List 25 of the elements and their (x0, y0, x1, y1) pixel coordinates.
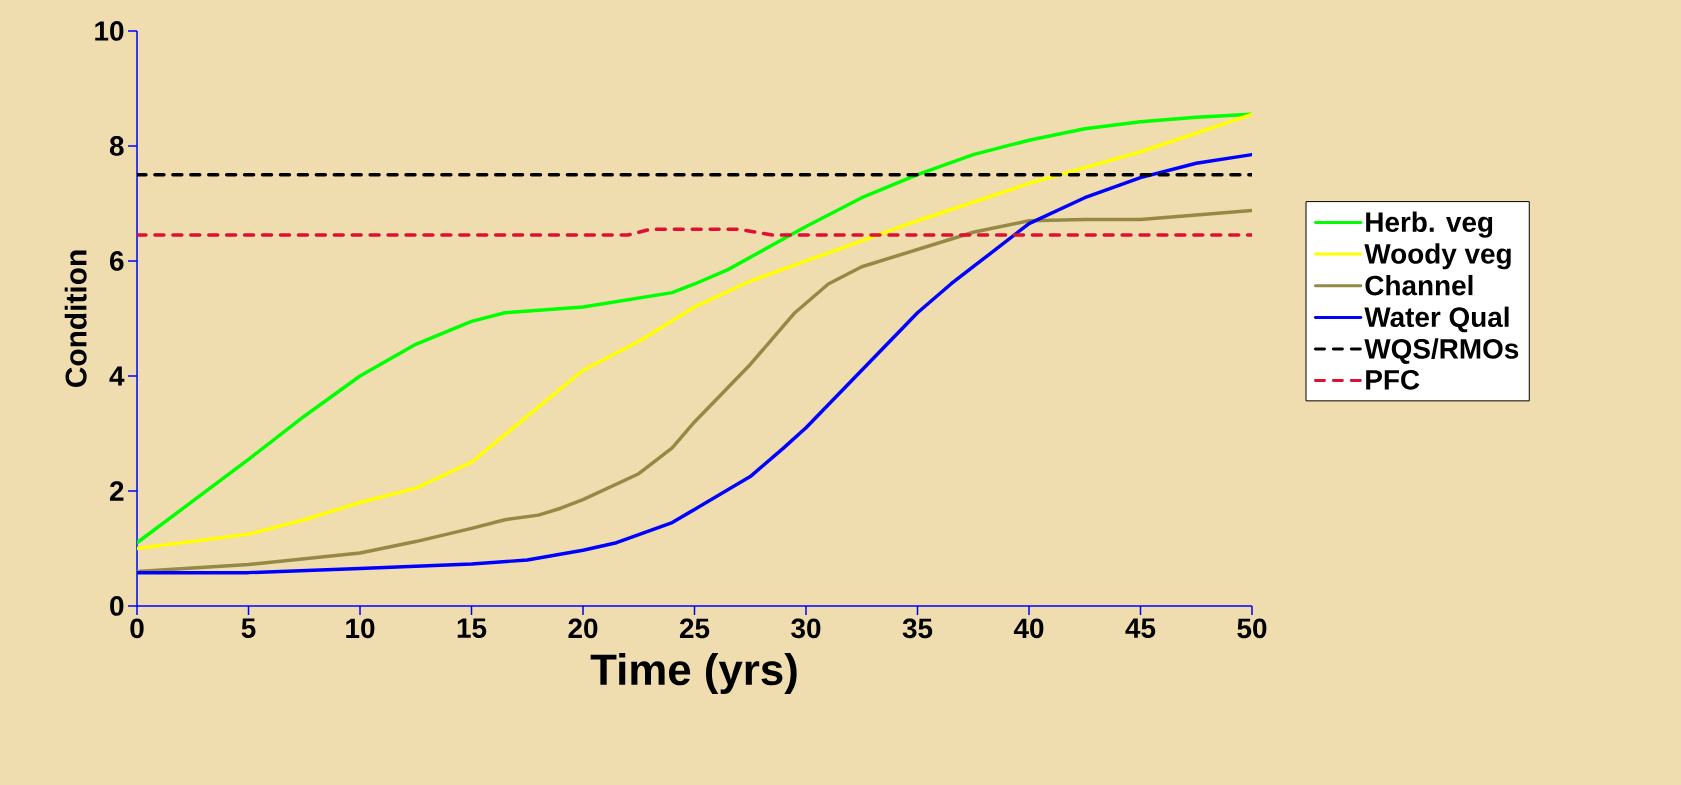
x-tick-label: 30 (791, 618, 821, 639)
x-tick-label: 0 (130, 618, 144, 639)
x-tick-label: 15 (457, 618, 487, 638)
x-tick-label: 45 (1125, 618, 1156, 638)
x-tick-label: 20 (568, 618, 598, 639)
x-tick-label: 35 (902, 618, 933, 639)
x-tick-label: 25 (679, 618, 710, 639)
legend-label: Water Qual (1364, 306, 1509, 333)
x-tick-label: 50 (1237, 618, 1267, 639)
legend-label: Channel (1365, 274, 1473, 296)
y-tick-label: 8 (109, 136, 124, 156)
x-axis-title: Time (yrs) (590, 653, 797, 694)
legend-label: PFC (1366, 369, 1420, 390)
y-axis-title: Condition (64, 250, 87, 387)
legend-label: WQS/RMOs (1364, 338, 1519, 364)
y-tick-label: 2 (109, 481, 124, 501)
legend-label: Herb. veg (1366, 211, 1493, 238)
y-tick-label: 10 (95, 21, 124, 41)
y-tick-label: 6 (110, 251, 124, 271)
y-tick-label: 4 (109, 366, 125, 386)
x-tick-label: 5 (241, 618, 256, 638)
legend-label: Woody veg (1364, 243, 1511, 270)
y-tick-label: 0 (110, 596, 124, 616)
x-tick-label: 10 (346, 618, 375, 639)
x-tick-label: 40 (1013, 618, 1044, 639)
